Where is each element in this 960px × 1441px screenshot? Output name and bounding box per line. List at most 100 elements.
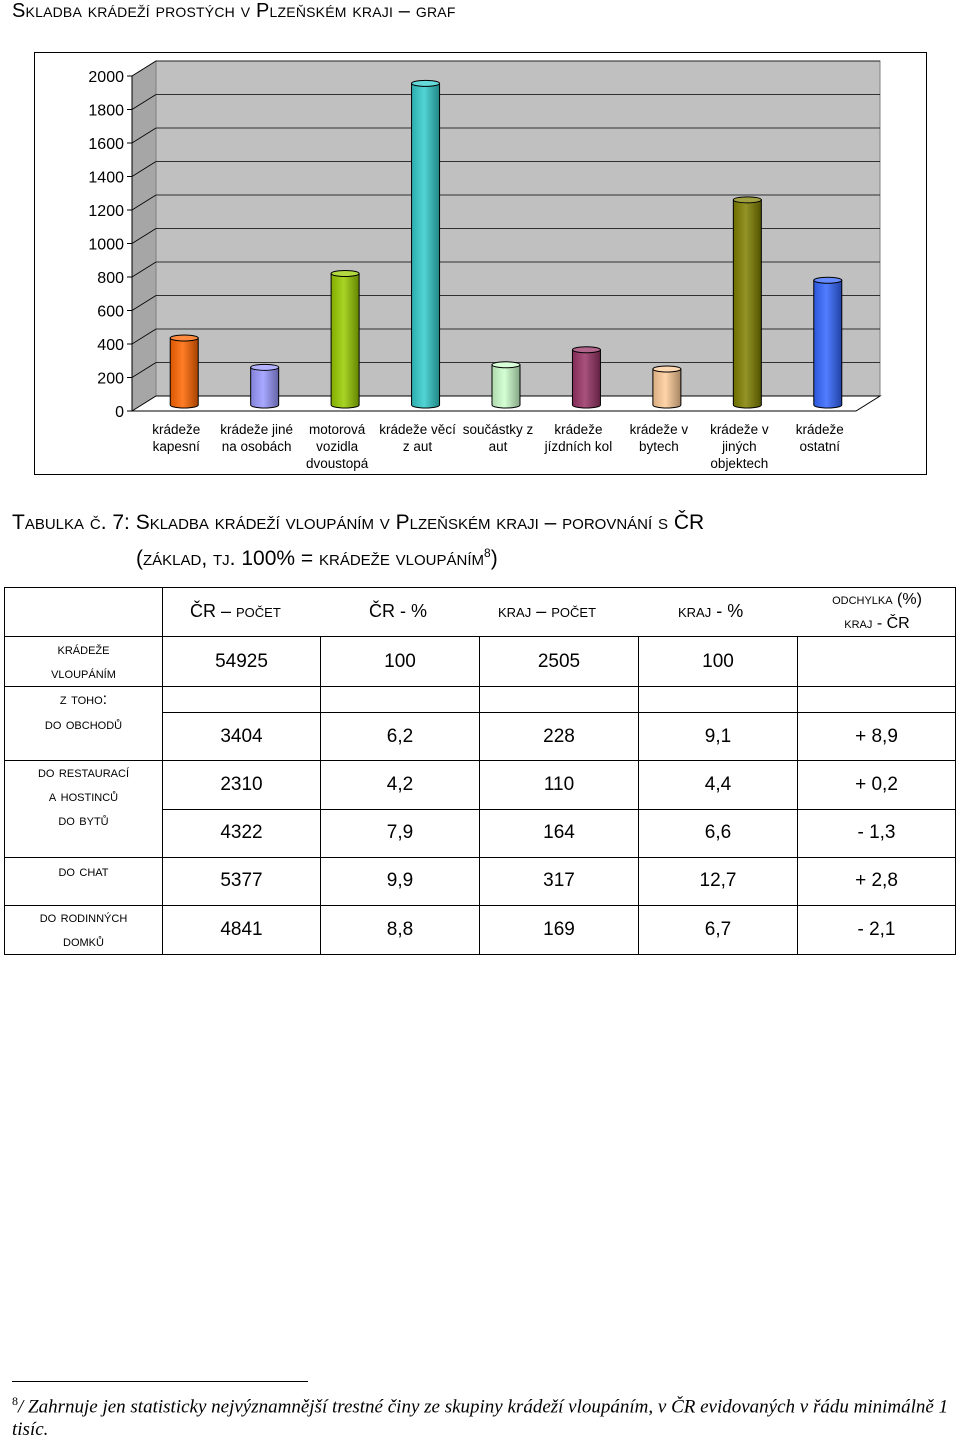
gridline-side bbox=[131, 94, 157, 110]
row-label-of-which: z toho: bbox=[4, 686, 163, 713]
table-row-of-which: z toho: bbox=[4, 686, 956, 713]
gridline-side bbox=[131, 228, 157, 244]
total-cr-count: 54925 bbox=[162, 636, 321, 687]
x-category-label: krádeže v bbox=[630, 422, 689, 437]
row-label-houses-line2: domků bbox=[63, 932, 104, 950]
bar bbox=[250, 366, 280, 409]
cell-deviation: + 0,2 bbox=[797, 760, 956, 810]
cell-region-percent: 6,6 bbox=[638, 808, 798, 858]
bar bbox=[571, 349, 601, 409]
cell-cr-percent: 9,9 bbox=[320, 856, 480, 906]
x-category-label: vozidla bbox=[316, 439, 359, 454]
x-category-label: z aut bbox=[403, 439, 433, 454]
chart-heading: Skladba krádeží prostých v Plzeňském kra… bbox=[12, 0, 456, 22]
gridline-side bbox=[131, 295, 157, 311]
x-category-label: krádeže věcí bbox=[379, 422, 456, 437]
cell-cr-count: 3404 bbox=[162, 712, 321, 761]
bar-chart: 2000180016001400120010008006004002000krá… bbox=[34, 52, 927, 475]
cell-deviation: + 2,8 bbox=[797, 856, 956, 906]
row-label-total-line1: krádeže bbox=[57, 640, 110, 658]
row-label-cottages: do chat bbox=[4, 856, 163, 906]
bar-top bbox=[250, 363, 280, 371]
x-category-label: bytech bbox=[639, 439, 679, 454]
x-category-label: objektech bbox=[710, 456, 768, 471]
table-row: do bytů 4322 7,9 164 6,6 - 1,3 bbox=[4, 808, 956, 858]
gridline-side bbox=[131, 362, 157, 378]
table-heading-line2-end: ) bbox=[490, 547, 498, 570]
cell-cr-percent: 6,2 bbox=[320, 712, 480, 761]
footnote: 8/ Zahrnuje jen statisticky nejvýznamněj… bbox=[12, 1390, 957, 1441]
total-cr-percent: 100 bbox=[320, 636, 480, 687]
total-deviation bbox=[797, 636, 956, 687]
x-category-label: krádeže jiné bbox=[220, 422, 293, 437]
cell-cr-count: 5377 bbox=[162, 856, 321, 906]
row-label-total: krádeže vloupáním bbox=[4, 636, 163, 687]
gridline-side bbox=[131, 161, 157, 177]
x-category-label: krádeže bbox=[554, 422, 602, 437]
y-tick-label: 0 bbox=[115, 404, 124, 421]
bar bbox=[491, 364, 521, 409]
row-label-total-line2: vloupáním bbox=[51, 664, 116, 682]
y-tick-label: 1600 bbox=[88, 136, 124, 153]
y-tick-label: 200 bbox=[97, 371, 124, 388]
y-tick-label: 1200 bbox=[88, 203, 124, 220]
bar bbox=[652, 368, 682, 409]
bar-top bbox=[330, 270, 360, 278]
x-category-label: aut bbox=[489, 439, 508, 454]
gridline-side bbox=[131, 261, 157, 278]
of-which-cell bbox=[638, 686, 798, 713]
cell-deviation: - 2,1 bbox=[797, 904, 956, 955]
table-heading-line1: Tabulka č. 7: Skladba krádeží vloupáním … bbox=[12, 511, 705, 534]
gridline-side bbox=[131, 328, 157, 345]
cell-deviation: + 8,9 bbox=[797, 712, 956, 761]
cell-cr-percent: 4,2 bbox=[320, 760, 480, 810]
cell-cr-percent: 8,8 bbox=[320, 904, 480, 955]
table-row: do rodinných domků 4841 8,8 169 6,7 - 2,… bbox=[4, 904, 956, 955]
table-row: do restaurací a hostinců 2310 4,2 110 4,… bbox=[4, 760, 956, 810]
bar-top bbox=[491, 361, 521, 369]
bar bbox=[732, 199, 762, 409]
x-category-label: krádeže bbox=[152, 422, 200, 437]
bar-top bbox=[813, 276, 843, 284]
data-table: ČR – počet ČR - % kraj – počet kraj - % … bbox=[4, 587, 956, 955]
table-heading: Tabulka č. 7: Skladba krádeží vloupáním … bbox=[12, 508, 942, 574]
header-region-percent: kraj - % bbox=[678, 601, 744, 621]
x-category-label: motorová bbox=[309, 422, 366, 437]
table-row-total: krádeže vloupáním 54925 100 2505 100 bbox=[4, 636, 956, 687]
cell-region-count: 317 bbox=[479, 856, 639, 906]
y-tick-label: 1800 bbox=[88, 103, 124, 120]
bar-top bbox=[169, 334, 199, 342]
x-category-label: krádeže v bbox=[710, 422, 769, 437]
row-label-shops: do obchodů bbox=[4, 712, 163, 761]
bar bbox=[169, 337, 199, 409]
row-label-restaurants: do restaurací a hostinců bbox=[4, 760, 163, 809]
row-label-houses: do rodinných domků bbox=[4, 904, 163, 955]
x-category-label: ostatní bbox=[800, 439, 841, 454]
gridline-side bbox=[131, 127, 157, 144]
y-tick-label: 2000 bbox=[88, 69, 124, 86]
table-heading-footnote-ref: 8 bbox=[484, 546, 491, 560]
table-heading-line2-text: (základ, tj. 100% = krádeže vloupáním bbox=[136, 547, 485, 570]
cell-cr-count: 2310 bbox=[162, 760, 321, 810]
cell-deviation: - 1,3 bbox=[797, 808, 956, 858]
footnote-separator bbox=[12, 1381, 308, 1382]
bar-top bbox=[732, 196, 762, 204]
footnote-marker: 8 bbox=[12, 1394, 18, 1408]
bar-top bbox=[411, 79, 441, 87]
row-label-houses-line1: do rodinných bbox=[39, 908, 128, 926]
of-which-cell bbox=[797, 686, 956, 713]
of-which-cell bbox=[479, 686, 639, 713]
header-region-count: kraj – počet bbox=[498, 601, 597, 621]
header-deviation-line2: kraj - ČR bbox=[844, 615, 910, 632]
row-label-restaurants-line2: a hostinců bbox=[48, 788, 119, 805]
table-header-row: ČR – počet ČR - % kraj – počet kraj - % … bbox=[4, 587, 956, 637]
cell-region-count: 169 bbox=[479, 904, 639, 955]
header-cells: ČR – počet ČR - % kraj – počet kraj - % … bbox=[162, 587, 956, 637]
cell-region-percent: 9,1 bbox=[638, 712, 798, 761]
gridline-side bbox=[131, 60, 157, 77]
cell-region-count: 228 bbox=[479, 712, 639, 761]
cell-region-percent: 4,4 bbox=[638, 760, 798, 810]
x-category-label: jízdních kol bbox=[544, 439, 613, 454]
of-which-cell bbox=[320, 686, 480, 713]
cell-cr-count: 4322 bbox=[162, 808, 321, 858]
